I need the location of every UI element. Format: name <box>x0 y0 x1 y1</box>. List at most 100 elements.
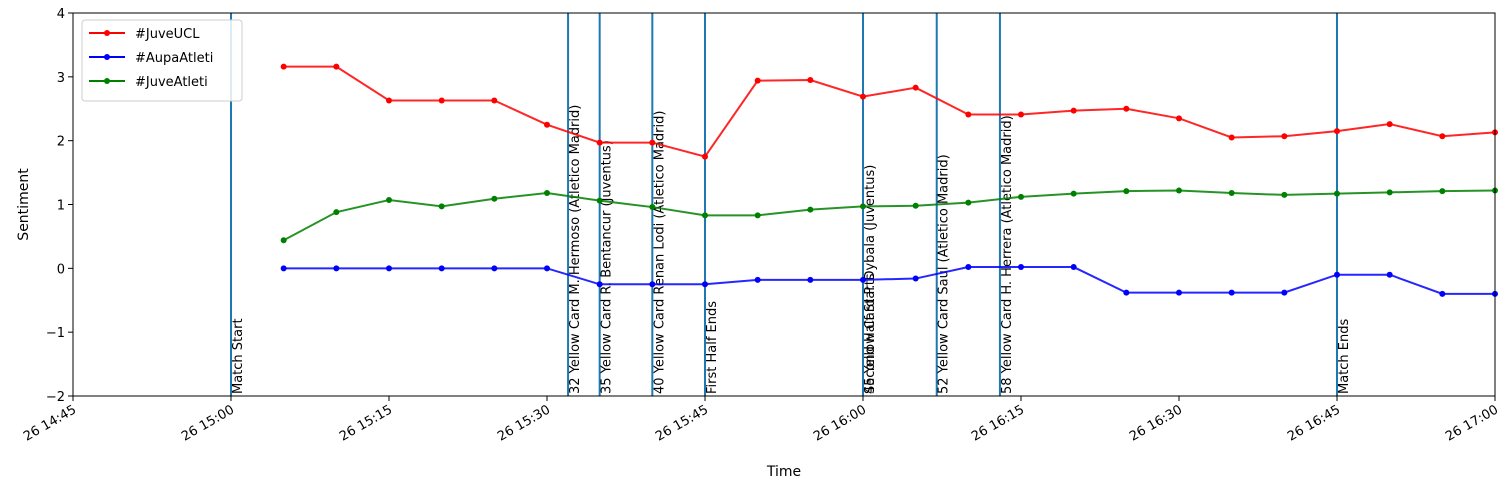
data-point <box>1018 111 1024 118</box>
legend-label: #JuveUCL <box>135 27 200 42</box>
data-point <box>1334 190 1340 197</box>
event-label: 40 Yellow Card Renan Lodi (Atletico Madr… <box>652 111 667 394</box>
data-point <box>1228 190 1235 197</box>
data-point <box>438 97 445 104</box>
data-point <box>649 281 656 288</box>
y-tick-label: 2 <box>57 135 65 150</box>
data-point <box>1228 289 1235 296</box>
data-point <box>649 139 656 146</box>
plot-frame <box>72 12 1496 397</box>
x-tick-label: 26 16:15 <box>969 402 1027 444</box>
x-tick-label: 26 15:45 <box>653 402 711 444</box>
legend-marker <box>104 30 110 36</box>
data-point <box>386 97 392 104</box>
data-point <box>807 206 814 213</box>
legend-label: #JuveAtleti <box>135 75 208 90</box>
x-tick-label: 26 14:45 <box>21 402 79 444</box>
data-point <box>1281 289 1288 296</box>
data-point <box>1070 107 1077 114</box>
x-tick-label: 26 15:30 <box>495 402 553 444</box>
x-tick-label: 26 16:30 <box>1127 402 1185 444</box>
y-tick-label: −1 <box>46 326 65 341</box>
event-label: Match Ends <box>1337 318 1352 394</box>
y-tick-label: −2 <box>46 390 65 405</box>
data-point <box>280 63 287 70</box>
x-axis: 26 14:45 26 15:00 26 15:15 26 15:30 26 15:45… <box>21 396 1501 445</box>
x-tick-label: 26 15:15 <box>337 402 395 444</box>
data-point <box>1070 264 1077 271</box>
event-label: Match Start <box>231 318 246 394</box>
series-line <box>283 266 1495 295</box>
x-tick-label: 26 15:00 <box>179 402 237 444</box>
data-point <box>1281 191 1288 198</box>
data-point <box>860 93 866 100</box>
data-point <box>438 203 445 210</box>
y-axis: −2 −1 0 1 2 3 4 <box>46 7 73 405</box>
data-point <box>754 77 761 84</box>
y-tick-label: 4 <box>57 7 65 22</box>
series-line <box>283 65 1496 158</box>
data-point <box>1070 190 1077 197</box>
data-point <box>912 202 919 209</box>
event-lines: Match Start 32 Yellow Card M. Hermoso (At… <box>230 13 1352 396</box>
data-point <box>386 197 392 204</box>
data-point <box>1018 193 1024 200</box>
data-point <box>702 281 708 288</box>
x-tick-label: 26 16:45 <box>1285 402 1343 444</box>
data-point <box>1123 105 1130 112</box>
data-point <box>1281 133 1288 140</box>
data-point <box>491 195 498 202</box>
data-point <box>596 281 603 288</box>
data-point <box>912 84 919 91</box>
data-point <box>860 203 866 210</box>
y-tick-label: 3 <box>57 71 65 86</box>
data-point <box>649 204 656 211</box>
data-point <box>1123 188 1130 195</box>
data-point <box>807 77 814 84</box>
data-point <box>754 212 761 219</box>
data-point <box>1176 289 1182 296</box>
data-point <box>965 199 972 206</box>
event-label: Second Half Starts <box>863 273 878 394</box>
event-label: 52 Yellow Card Saul (Atletico Madrid) <box>937 154 952 394</box>
data-point <box>702 212 708 219</box>
data-point <box>965 264 972 271</box>
data-point <box>596 139 603 146</box>
data-point <box>1439 188 1446 195</box>
legend-label: #AupaAtleti <box>135 51 213 66</box>
data-point <box>1228 134 1235 141</box>
data-point <box>544 190 550 197</box>
legend-marker <box>104 54 110 60</box>
data-point <box>1334 271 1340 278</box>
data-point <box>1386 271 1393 278</box>
y-axis-label: Sentiment <box>16 168 32 241</box>
data-point <box>860 276 866 283</box>
event-label: First Half Ends <box>705 301 720 394</box>
data-point <box>280 265 287 272</box>
x-tick-label: 26 16:00 <box>811 402 869 444</box>
series-lines <box>280 63 1498 297</box>
data-point <box>912 275 919 282</box>
data-point <box>544 121 550 128</box>
data-point <box>1176 115 1182 122</box>
data-point <box>807 276 814 283</box>
event-label: 35 Yellow Card R. Bentancur (Juventus) <box>600 140 615 394</box>
data-point <box>544 265 550 272</box>
data-point <box>965 111 972 118</box>
data-point <box>754 276 761 283</box>
event-label: 32 Yellow Card M. Hermoso (Atletico Madr… <box>568 105 583 394</box>
y-tick-label: 1 <box>57 199 65 214</box>
data-point <box>438 265 445 272</box>
data-point <box>386 265 392 272</box>
data-point <box>333 265 340 272</box>
data-point <box>280 237 287 244</box>
data-point <box>491 265 498 272</box>
x-tick-label: 26 17:00 <box>1443 402 1501 444</box>
data-point <box>1018 264 1024 271</box>
data-point <box>1439 290 1446 297</box>
event-label: 58 Yellow Card H. Herrera (Atletico Madr… <box>1000 115 1015 394</box>
data-point <box>1439 133 1446 140</box>
data-point <box>1386 121 1393 128</box>
data-point <box>1176 187 1182 194</box>
